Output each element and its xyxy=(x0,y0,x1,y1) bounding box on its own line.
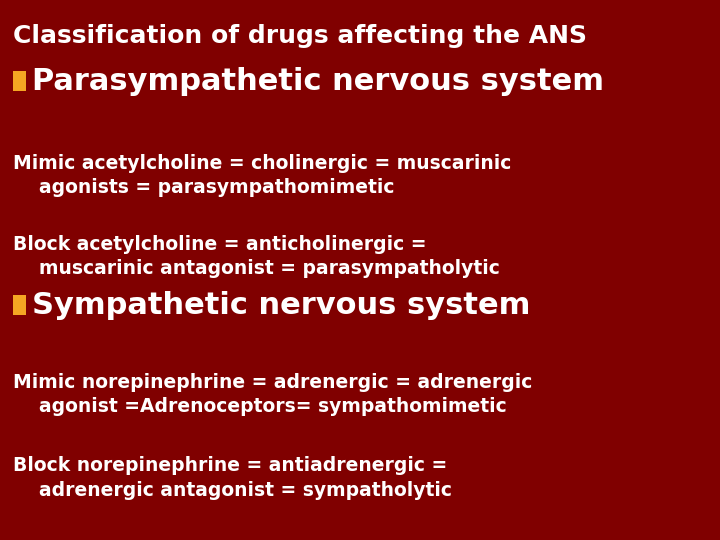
Bar xyxy=(13,295,26,315)
Text: Block norepinephrine = antiadrenergic =
    adrenergic antagonist = sympatholyti: Block norepinephrine = antiadrenergic = … xyxy=(13,456,452,500)
Text: Mimic acetylcholine = cholinergic = muscarinic
    agonists = parasympathomimeti: Mimic acetylcholine = cholinergic = musc… xyxy=(13,154,511,197)
Text: Sympathetic nervous system: Sympathetic nervous system xyxy=(32,291,530,320)
Text: Classification of drugs affecting the ANS: Classification of drugs affecting the AN… xyxy=(13,24,587,48)
Text: Mimic norepinephrine = adrenergic = adrenergic
    agonist =Adrenoceptors= sympa: Mimic norepinephrine = adrenergic = adre… xyxy=(13,373,532,416)
Text: Parasympathetic nervous system: Parasympathetic nervous system xyxy=(32,66,603,96)
Bar xyxy=(13,71,26,91)
Text: Block acetylcholine = anticholinergic =
    muscarinic antagonist = parasympatho: Block acetylcholine = anticholinergic = … xyxy=(13,235,500,278)
